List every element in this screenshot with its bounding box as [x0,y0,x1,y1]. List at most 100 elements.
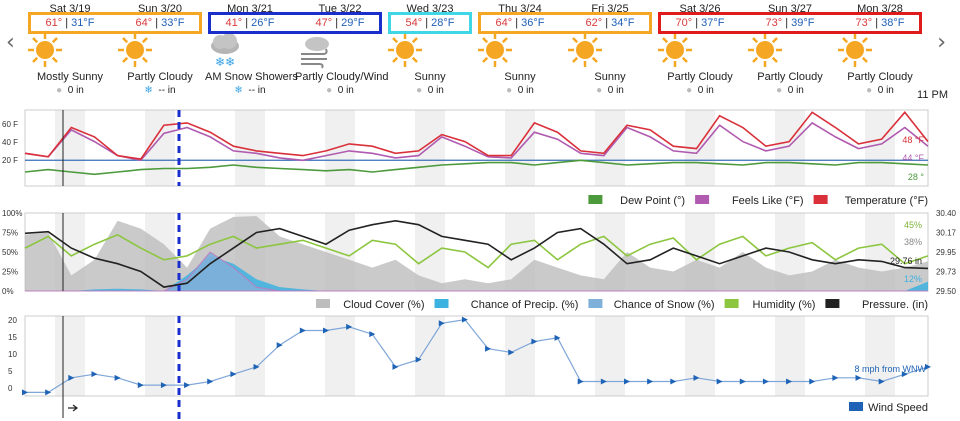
night-band [145,110,175,186]
y2-tick: 29.95 [936,248,957,257]
raindrop-icon: ● [506,85,513,96]
snow-cloud-icon: ❄❄ [205,30,295,70]
legend-swatch [316,299,330,308]
day-temps: 73° | 39°F [765,17,815,29]
y2-tick: 30.40 [936,209,957,218]
night-band [595,316,625,396]
sun-icon [835,30,925,70]
prev-arrow-button[interactable]: ‹ [6,30,15,55]
raindrop-icon: ● [56,85,63,96]
precip-amount: ● 0 in [475,84,565,98]
wind-arrow [624,378,630,385]
sun-icon [565,30,655,70]
precip-value: -- in [158,85,176,96]
condition: Partly Cloudy [847,71,913,83]
day-card[interactable]: Sat 3/19 61° | 31°F Mostly Sunny ● 0 in [25,0,115,110]
night-band [145,316,175,396]
day-temps: 61° | 31°F [45,17,95,29]
raindrop-icon: ● [416,85,423,96]
wind-arrow [415,356,422,363]
wind-end-label: 8 mph from WNW [854,364,926,374]
precip-value: 0 in [517,85,534,96]
precip-value: 0 in [607,85,624,96]
wind-chart: 20 15 10 5 0 8 mph from WNW Wind Speed [8,315,931,420]
temperature-line [24,111,929,160]
svg-text:❄❄: ❄❄ [215,55,235,69]
wind-arrow [160,382,167,389]
night-band [775,316,805,396]
next-arrow-button[interactable]: › [937,30,946,55]
wind-arrow [600,378,607,385]
wind-arrow [901,371,908,378]
wind-arrow [508,349,515,356]
high-temp: 41° [225,17,243,29]
wind-arrow [647,378,654,385]
high-temp: 64° [135,17,153,29]
night-band [55,316,85,396]
daily-forecast: Sat 3/19 61° | 31°F Mostly Sunny ● 0 in … [25,0,925,110]
wind-arrow [855,374,862,381]
day-card[interactable]: Mon 3/28 73° | 38°F Partly Cloudy ● 0 in [835,0,925,110]
day-temps: 70° | 37°F [675,17,725,29]
snowflake-icon: ❄ [144,85,153,96]
wind-arrow [276,342,283,349]
wind-arrow [184,382,191,389]
high-temp: 73° [855,17,873,29]
condition: Sunny [504,71,536,83]
wind-arrow [253,363,260,370]
wind-arrow [91,371,98,378]
wind-arrow [786,378,793,385]
day-range-highlight [658,12,922,34]
wind-arrow [670,378,677,385]
y-tick: 0% [2,287,14,296]
day-range-highlight [28,12,202,34]
night-band [235,316,265,396]
condition: Mostly Sunny [36,71,104,83]
temperature-end-label: 48 °F [902,135,924,145]
legend-swatch [825,299,840,308]
day-temps: 54° | 28°F [405,17,455,29]
y-tick: 20 [8,316,17,325]
wind-arrow [438,320,445,327]
low-temp: 31°F [71,17,95,29]
legend-label: Humidity (%) [752,299,815,311]
sun-icon [475,30,565,70]
day-temps: 64° | 36°F [495,17,545,29]
precip-amount: ● 0 in [835,84,925,98]
wind-arrow [461,316,468,323]
wind-arrow [207,378,214,385]
sky-chart: 100% 75% 50% 25% 0% 30.40 30.17 29.95 29.73 29.50… [2,209,957,311]
pressure-end-label: 29.76 in [890,256,922,266]
legend-label: Wind Speed [868,402,928,414]
raindrop-icon: ● [866,85,873,96]
wind-cloud-icon [295,30,385,70]
y-tick: 0 [8,384,13,393]
arrow-right-icon [68,404,78,412]
precip-value: 0 in [787,85,804,96]
sun-icon [385,30,475,70]
day-temps: 64° | 33°F [135,17,185,29]
plot-frame [24,315,929,397]
wind-arrow [114,374,121,381]
legend-swatch [588,195,603,204]
precip-value: 0 in [337,85,354,96]
precip-end-label: 12% [904,274,922,284]
dew-point-end-label: 28 ° [908,172,925,182]
day-card[interactable]: Sat 3/26 70° | 37°F Partly Cloudy ● 0 in [655,0,745,110]
raindrop-icon: ● [686,85,693,96]
night-band [505,316,535,396]
y-tick: 40 F [2,138,18,147]
legend-swatch [849,402,863,411]
raindrop-icon: ● [326,85,333,96]
precip-amount: ● 0 in [565,84,655,98]
wind-arrow [832,374,839,381]
night-band [325,110,355,186]
low-temp: 26°F [251,17,275,29]
night-band [415,316,445,396]
day-temps: 41° | 26°F [225,17,275,29]
time-label: 11 PM [917,89,948,101]
wind-arrow [68,374,75,381]
precip-value: 0 in [697,85,714,96]
wind-arrow [369,331,376,338]
snowflake-icon: ❄ [234,85,243,96]
